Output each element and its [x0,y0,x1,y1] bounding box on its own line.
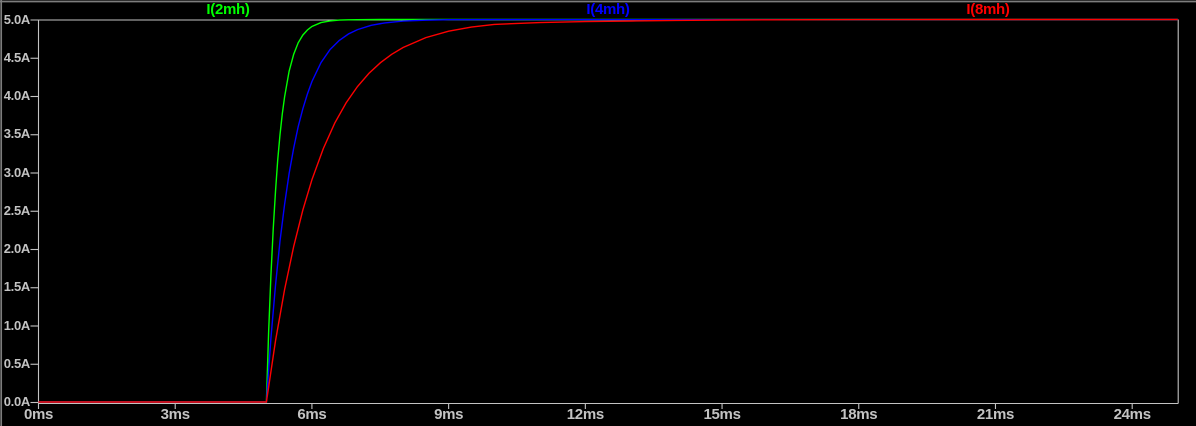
x-tick-label: 0ms [23,406,54,423]
y-tick-label: 2.0A [3,241,31,256]
x-tick-label: 21ms [976,406,1015,423]
y-tick-label: 0.5A [3,355,31,371]
x-tick-label: 18ms [840,406,878,423]
x-tick-label: 3ms [160,406,190,423]
y-tick-label: 4.5A [3,49,31,65]
trace-i4mh [38,18,1178,403]
y-tick-label: 1.5A [3,279,31,295]
x-tick-label: 12ms [566,406,604,423]
x-tick-label: 9ms [434,406,464,423]
trace-i2mh [38,18,1178,403]
y-tick-label: 4.0A [3,88,31,103]
y-tick-label: 3.5A [3,126,31,142]
y-tick-label: 0.0A [3,394,31,409]
y-tick-label: 1.0A [3,317,31,333]
trace-i8mh [38,18,1178,403]
x-tick-label: 6ms [297,406,327,423]
trace-label-i4mh[interactable]: I(4mh) [586,1,630,18]
x-tick-label: 15ms [703,406,741,423]
y-tick-label: 5.0A [3,11,31,27]
y-tick-label: 3.0A [3,164,31,180]
trace-label-i8mh[interactable]: I(8mh) [966,1,1010,18]
y-tick-label: 2.5A [3,202,31,218]
x-tick-label: 24ms [1113,406,1151,423]
trace-label-i2mh[interactable]: I(2mh) [206,1,250,18]
